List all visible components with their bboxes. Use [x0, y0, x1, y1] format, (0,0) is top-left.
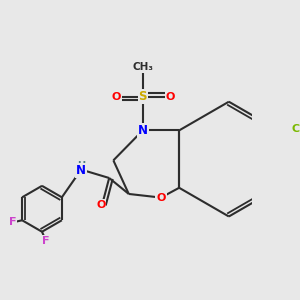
- Text: F: F: [9, 217, 16, 227]
- Text: Cl: Cl: [292, 124, 300, 134]
- Text: S: S: [139, 90, 147, 103]
- Text: O: O: [166, 92, 175, 102]
- Text: CH₃: CH₃: [132, 62, 153, 72]
- Text: F: F: [42, 236, 50, 246]
- Text: O: O: [156, 193, 166, 202]
- Text: N: N: [76, 164, 86, 177]
- Text: N: N: [138, 124, 148, 137]
- Text: O: O: [112, 92, 121, 102]
- Text: H: H: [77, 161, 85, 171]
- Text: O: O: [96, 200, 106, 210]
